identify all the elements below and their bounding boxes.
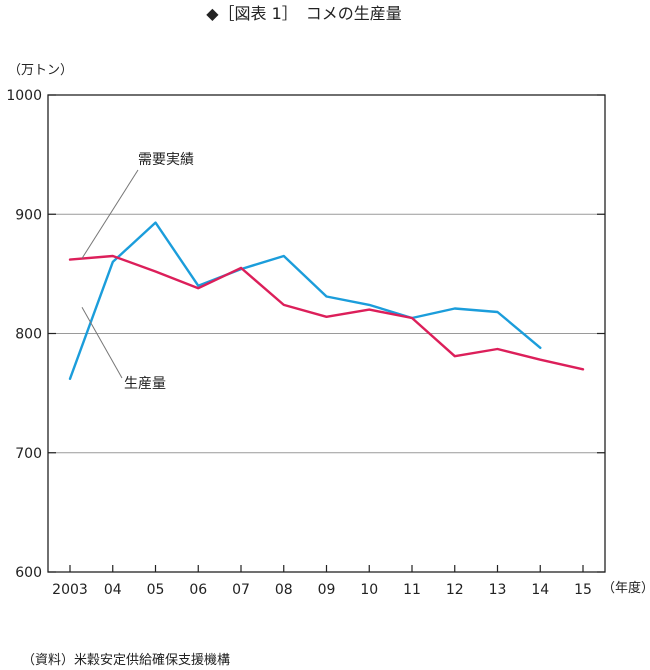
x-tick-label: 15 (574, 582, 592, 598)
y-tick-label: 900 (15, 207, 42, 223)
series-line-demand (68, 254, 585, 371)
x-tick-label: 13 (489, 582, 507, 598)
source-note: （資料）米穀安定供給確保支援機構 (22, 652, 230, 668)
x-tick-label: 04 (104, 582, 122, 598)
y-tick-label: 1000 (6, 88, 42, 104)
x-tick-label: 06 (189, 582, 207, 598)
x-axis: 2003 04 05 06 07 08 09 10 11 12 13 14 15 (52, 565, 592, 598)
series-label-demand: 需要実績 (138, 152, 194, 168)
series-line-production (68, 221, 542, 380)
chart-title: ◆［図表 1］ コメの生産量 (206, 4, 402, 23)
y-tick-label: 700 (15, 446, 42, 462)
x-tick-label: 05 (147, 582, 165, 598)
y-tick-label: 800 (15, 327, 42, 343)
y-axis-label: （万トン） (8, 63, 73, 78)
x-tick-label: 2003 (52, 582, 88, 598)
series-label-production: 生産量 (124, 376, 166, 392)
x-tick-label: 07 (232, 582, 250, 598)
x-axis-label: （年度） (602, 580, 650, 596)
x-tick-label: 10 (360, 582, 378, 598)
x-tick-label: 14 (531, 582, 549, 598)
series-label-leader (81, 169, 139, 259)
series-lines (68, 221, 585, 380)
y-tick-label: 600 (15, 565, 42, 581)
x-tick-label: 08 (275, 582, 293, 598)
series-label-leader (81, 307, 123, 379)
x-tick-label: 11 (403, 582, 421, 598)
x-tick-label: 09 (318, 582, 336, 598)
gridlines (48, 213, 605, 454)
y-axis: 600 700 800 900 1000 (6, 88, 605, 581)
x-tick-label: 12 (446, 582, 464, 598)
